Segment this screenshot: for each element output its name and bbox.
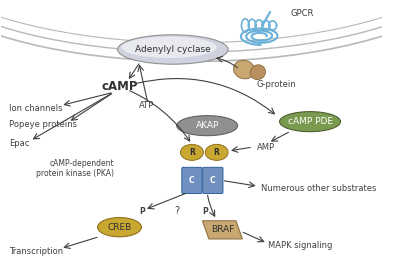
FancyBboxPatch shape: [182, 167, 202, 194]
Text: GPCR: GPCR: [291, 9, 314, 18]
Text: Popeye proteins: Popeye proteins: [9, 120, 77, 129]
Text: R: R: [189, 148, 195, 157]
Text: R: R: [214, 148, 220, 157]
Text: AMP: AMP: [257, 143, 275, 151]
Text: Transcription: Transcription: [9, 247, 63, 256]
Text: ATP: ATP: [138, 101, 154, 110]
Circle shape: [180, 144, 203, 160]
Ellipse shape: [122, 37, 217, 58]
FancyBboxPatch shape: [203, 167, 223, 194]
Text: CREB: CREB: [107, 223, 132, 232]
Text: Numerous other substrates: Numerous other substrates: [260, 184, 376, 193]
Ellipse shape: [250, 65, 266, 80]
Ellipse shape: [234, 60, 255, 79]
Text: Epac: Epac: [9, 139, 29, 147]
Text: cAMP: cAMP: [101, 80, 138, 93]
Text: AKAP: AKAP: [196, 121, 219, 130]
Text: Ion channels: Ion channels: [9, 104, 62, 113]
Text: P: P: [140, 207, 145, 216]
Ellipse shape: [98, 218, 142, 237]
Text: MAPK signaling: MAPK signaling: [268, 241, 332, 250]
Text: cAMP-dependent
protein kinase (PKA): cAMP-dependent protein kinase (PKA): [36, 159, 114, 178]
Text: C: C: [189, 176, 195, 185]
Text: BRAF: BRAF: [211, 225, 234, 234]
Polygon shape: [202, 221, 242, 239]
Text: C: C: [210, 176, 216, 185]
Circle shape: [205, 144, 228, 160]
Text: ?: ?: [174, 206, 179, 216]
Ellipse shape: [118, 35, 228, 64]
Text: Adenylyl cyclase: Adenylyl cyclase: [135, 45, 211, 54]
Text: cAMP PDE: cAMP PDE: [288, 117, 332, 126]
Ellipse shape: [280, 112, 340, 132]
Text: P: P: [202, 207, 208, 216]
Text: G-protein: G-protein: [257, 80, 296, 89]
Ellipse shape: [177, 116, 238, 136]
